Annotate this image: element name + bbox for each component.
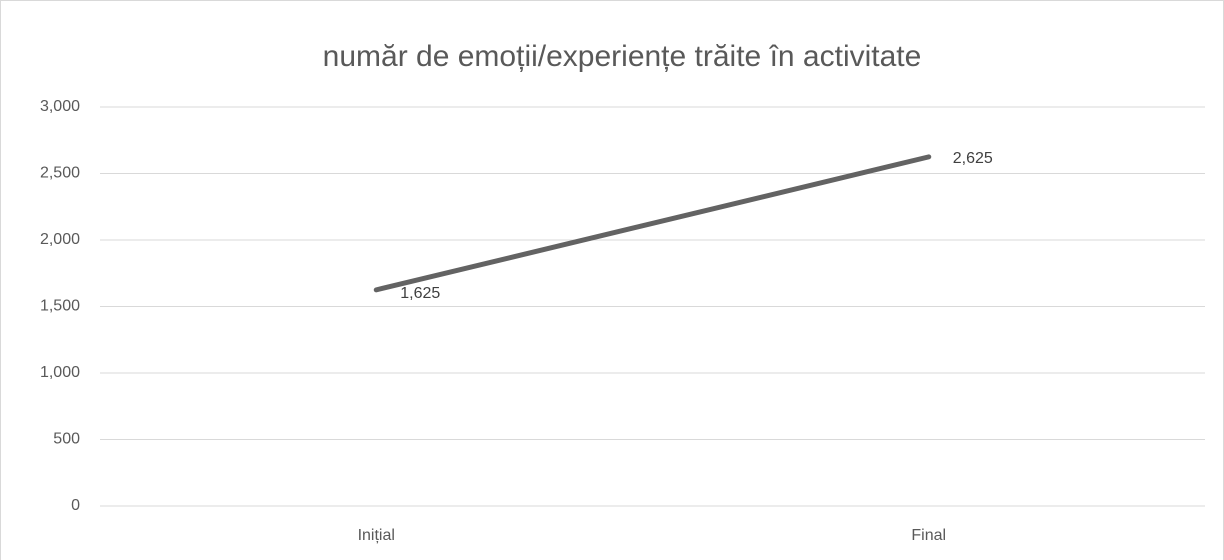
y-tick-label: 3,000	[40, 98, 80, 115]
y-tick-label: 2,000	[40, 231, 80, 248]
y-tick-label: 1,500	[40, 298, 80, 315]
y-tick-label: 500	[53, 431, 80, 448]
x-tick-label: Final	[911, 527, 946, 544]
x-tick-label: Inițial	[358, 527, 395, 544]
data-label: 2,625	[953, 150, 993, 167]
y-tick-label: 0	[71, 497, 80, 514]
y-tick-label: 2,500	[40, 165, 80, 182]
y-tick-label: 1,000	[40, 364, 80, 381]
data-line	[373, 154, 932, 293]
data-label: 1,625	[400, 285, 440, 302]
chart-title: număr de emoții/experiențe trăite în act…	[323, 40, 922, 73]
